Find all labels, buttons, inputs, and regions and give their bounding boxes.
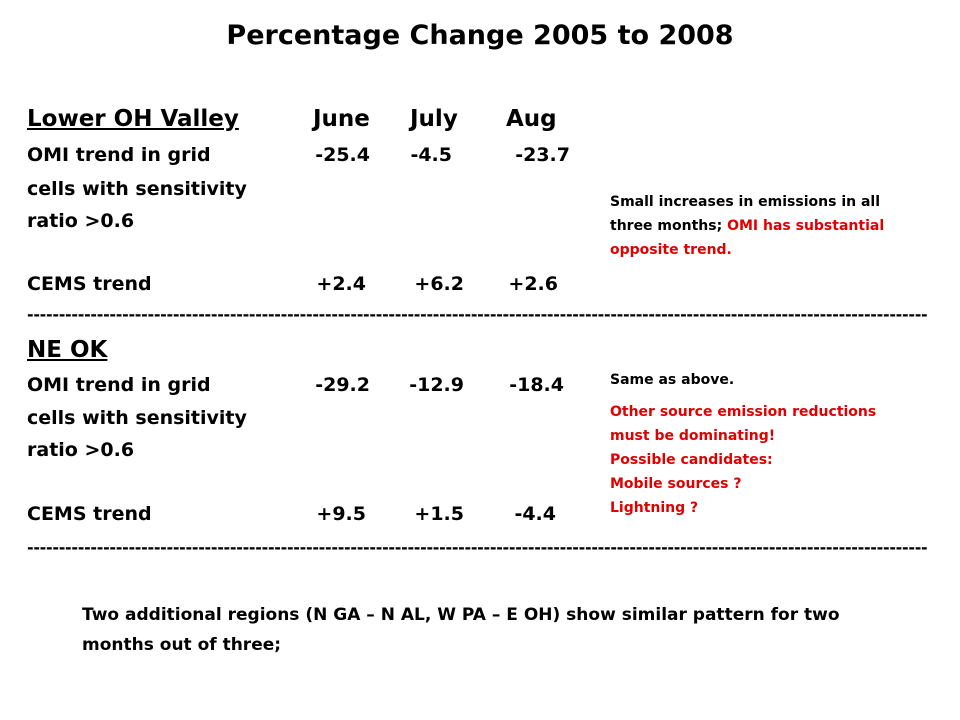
section-note-lower-oh-valley: Small increases in emissions in all thre… <box>610 190 915 262</box>
cems-value-july: +6.2 <box>414 273 464 295</box>
cems-value-aug: -4.4 <box>514 503 556 525</box>
omi-label-line-1: OMI trend in grid <box>27 144 211 166</box>
note-highlight-line-3: Mobile sources ? <box>610 476 742 492</box>
cems-value-june: +9.5 <box>316 503 366 525</box>
omi-label-line-1: OMI trend in grid <box>27 374 211 396</box>
cems-value-june: +2.4 <box>316 273 366 295</box>
region-title-lower-oh-valley: Lower OH Valley <box>27 106 239 132</box>
cems-label: CEMS trend <box>27 503 152 525</box>
section-divider: ----------------------------------------… <box>27 538 927 557</box>
region-title-ne-ok: NE OK <box>27 337 108 363</box>
page-title: Percentage Change 2005 to 2008 <box>226 20 734 51</box>
omi-value-aug: -18.4 <box>509 374 564 396</box>
note-highlight: OMI has substantial opposite trend. <box>610 218 885 258</box>
note-highlight-line-4: Lightning ? <box>610 500 699 516</box>
omi-value-june: -29.2 <box>315 374 370 396</box>
footer-note: Two additional regions (N GA – N AL, W P… <box>82 605 840 655</box>
month-header-june: June <box>313 106 370 132</box>
section-note-ne-ok: Same as above. Other source emission red… <box>610 368 915 520</box>
omi-value-june: -25.4 <box>315 144 370 166</box>
month-header-july: July <box>410 106 458 132</box>
note-text: Small increases in emissions in all thre… <box>610 194 880 234</box>
omi-label-line-2: cells with sensitivity <box>27 407 247 429</box>
omi-label-line-3: ratio >0.6 <box>27 210 135 232</box>
note-text: Same as above. <box>610 372 735 388</box>
note-highlight-line-2: Possible candidates: <box>610 452 773 468</box>
month-header-aug: Aug <box>506 106 557 132</box>
note-highlight-line-1: Other source emission reductions must be… <box>610 404 877 444</box>
omi-label-line-2: cells with sensitivity <box>27 178 247 200</box>
omi-value-july: -4.5 <box>410 144 452 166</box>
omi-value-july: -12.9 <box>409 374 464 396</box>
omi-label-line-3: ratio >0.6 <box>27 439 135 461</box>
omi-value-aug: -23.7 <box>515 144 570 166</box>
section-divider: ----------------------------------------… <box>27 305 927 324</box>
cems-value-july: +1.5 <box>414 503 464 525</box>
cems-label: CEMS trend <box>27 273 152 295</box>
cems-value-aug: +2.6 <box>508 273 558 295</box>
